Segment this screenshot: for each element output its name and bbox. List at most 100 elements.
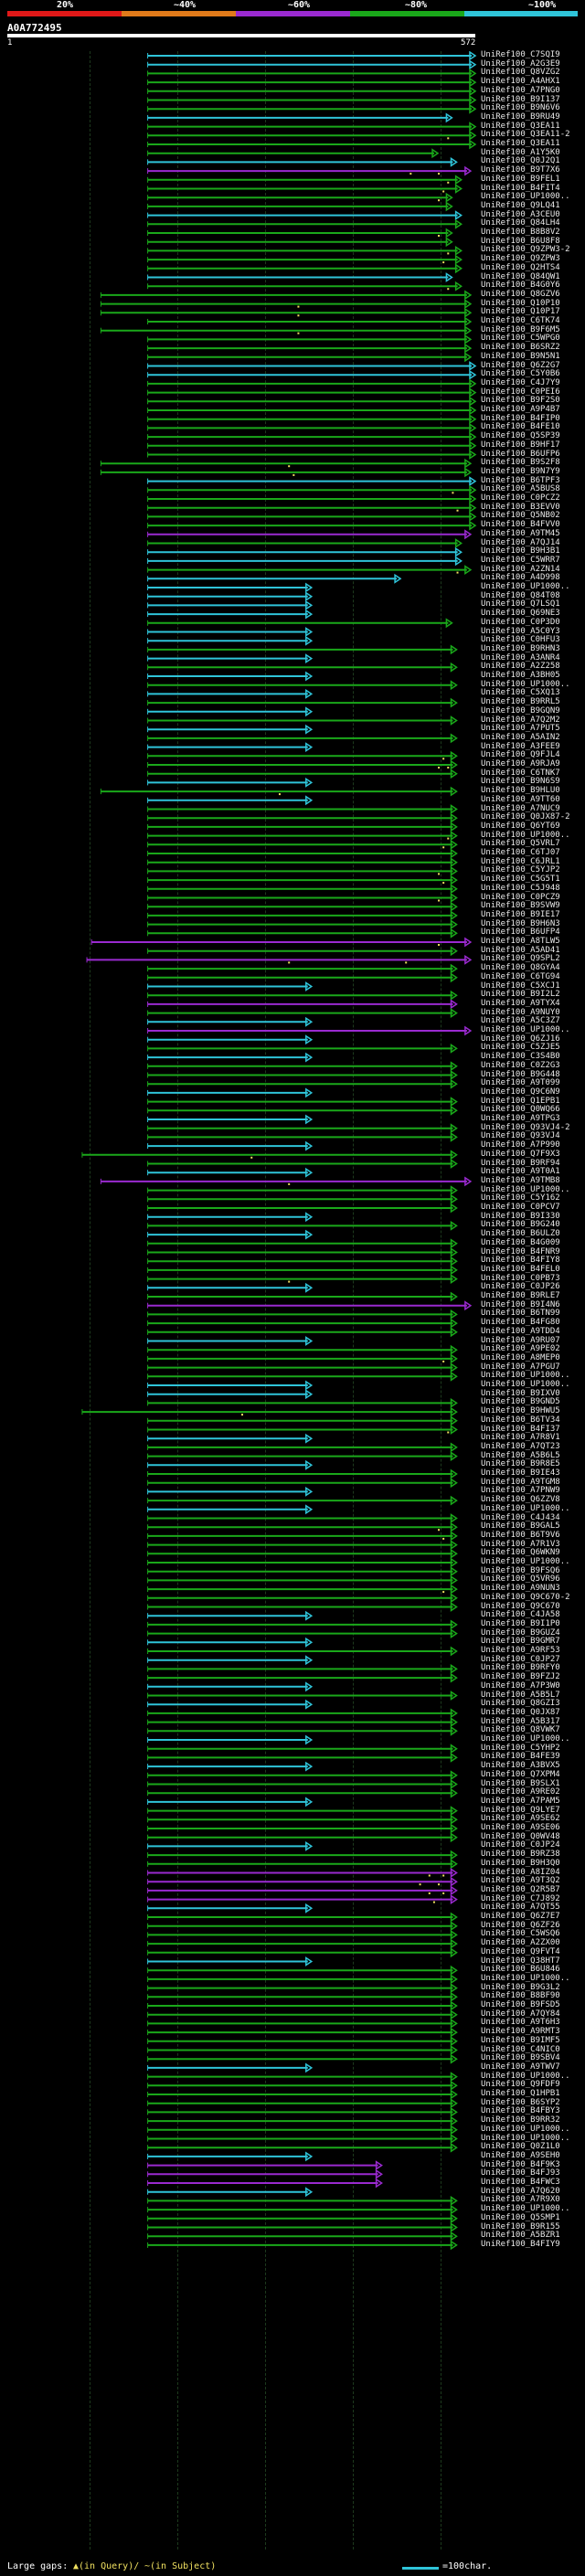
hit-row[interactable]: [147, 1025, 473, 1036]
hit-row[interactable]: [147, 1734, 314, 1745]
hit-label[interactable]: UniRef100_A7P3W0: [481, 1680, 560, 1691]
hit-label[interactable]: UniRef100_Q6ZJ16: [481, 1034, 560, 1044]
hit-label[interactable]: UniRef100_Q0WV48: [481, 1831, 560, 1841]
hit-row[interactable]: [147, 1540, 458, 1551]
hit-row[interactable]: [147, 2168, 383, 2179]
hit-row[interactable]: [147, 1663, 458, 1674]
hit-label[interactable]: UniRef100_B6TPF3: [481, 475, 560, 485]
hit-row[interactable]: [147, 1708, 458, 1719]
hit-row[interactable]: [147, 450, 477, 460]
hit-label[interactable]: UniRef100_A3BVX5: [481, 1761, 560, 1771]
hit-label[interactable]: UniRef100_Q10P10: [481, 298, 560, 308]
hit-row[interactable]: [147, 750, 458, 761]
hit-row[interactable]: [147, 1274, 458, 1285]
hit-row[interactable]: [147, 1282, 314, 1293]
hit-label[interactable]: UniRef100_B9SBV4: [481, 2053, 560, 2063]
hit-row[interactable]: [147, 2072, 458, 2083]
hit-label[interactable]: UniRef100_Q8VWK7: [481, 1725, 560, 1735]
hit-row[interactable]: [147, 1761, 314, 1772]
hit-label[interactable]: UniRef100_C4J434: [481, 1512, 560, 1522]
hit-row[interactable]: [147, 2231, 458, 2242]
hit-row[interactable]: [147, 893, 458, 903]
hit-label[interactable]: UniRef100_C0PEI6: [481, 387, 560, 397]
hit-row[interactable]: [147, 2098, 458, 2109]
hit-row[interactable]: [147, 1602, 458, 1612]
hit-label[interactable]: UniRef100_Q7F9X3: [481, 1149, 560, 1159]
hit-row[interactable]: [147, 1566, 458, 1577]
hit-label[interactable]: UniRef100_B9RR32: [481, 2115, 560, 2125]
hit-row[interactable]: [147, 1123, 458, 1134]
hit-row[interactable]: [147, 963, 458, 974]
hit-label[interactable]: UniRef100_UP1000..: [481, 1734, 570, 1744]
hit-row[interactable]: [147, 1167, 314, 1178]
hit-row[interactable]: [100, 786, 458, 797]
hit-row[interactable]: [147, 769, 458, 779]
hit-label[interactable]: UniRef100_Q0J2Q1: [481, 156, 560, 166]
hit-label[interactable]: UniRef100_B4FIY8: [481, 1256, 560, 1266]
hit-label[interactable]: UniRef100_UP1000..: [481, 1503, 570, 1513]
hit-row[interactable]: [147, 1097, 458, 1108]
hit-label[interactable]: UniRef100_Q6WKN9: [481, 1548, 560, 1558]
hit-label[interactable]: UniRef100_Q0JX87-2: [481, 812, 570, 822]
hit-row[interactable]: [147, 387, 477, 398]
hit-label[interactable]: UniRef100_Q9C670-2: [481, 1592, 570, 1602]
hit-row[interactable]: [147, 352, 473, 363]
hit-label[interactable]: UniRef100_A5B6L5: [481, 1450, 560, 1460]
hit-label[interactable]: UniRef100_C5WRR7: [481, 555, 560, 565]
hit-label[interactable]: UniRef100_A9RMT3: [481, 2027, 560, 2037]
hit-label[interactable]: UniRef100_B4F9K3: [481, 2159, 560, 2169]
hit-row[interactable]: [147, 175, 463, 186]
hit-label[interactable]: UniRef100_B4FIY9: [481, 2239, 560, 2249]
hit-row[interactable]: [147, 1336, 314, 1346]
hit-row[interactable]: [147, 1397, 458, 1408]
hit-row[interactable]: [147, 627, 314, 637]
hit-label[interactable]: UniRef100_B4G009: [481, 1237, 560, 1247]
hit-label[interactable]: UniRef100_Q8GYA4: [481, 963, 560, 973]
hit-row[interactable]: [147, 1779, 458, 1789]
hit-label[interactable]: UniRef100_A1Y5K0: [481, 147, 560, 157]
hit-label[interactable]: UniRef100_A5AD41: [481, 945, 560, 955]
hit-row[interactable]: [147, 1593, 458, 1604]
hit-label[interactable]: UniRef100_C4JA58: [481, 1610, 560, 1620]
hit-row[interactable]: [147, 618, 453, 629]
hit-row[interactable]: [147, 706, 314, 717]
hit-label[interactable]: UniRef100_A8IZ04: [481, 1867, 560, 1877]
hit-row[interactable]: [147, 254, 463, 265]
hit-row[interactable]: [147, 671, 314, 682]
hit-label[interactable]: UniRef100_Q7LSQ1: [481, 599, 560, 610]
hit-row[interactable]: [147, 2160, 383, 2171]
hit-label[interactable]: UniRef100_A5AIN2: [481, 732, 560, 742]
hit-label[interactable]: UniRef100_UP1000..: [481, 1973, 570, 1983]
hit-label[interactable]: UniRef100_B9H3Q0: [481, 1858, 560, 1868]
hit-label[interactable]: UniRef100_A9P4B7: [481, 405, 560, 414]
hit-row[interactable]: [147, 396, 477, 407]
hit-row[interactable]: [147, 759, 458, 770]
hit-row[interactable]: [147, 503, 477, 514]
hit-row[interactable]: [147, 1504, 314, 1515]
hit-label[interactable]: UniRef100_B6U8F8: [481, 236, 560, 246]
hit-row[interactable]: [147, 812, 458, 823]
hit-row[interactable]: [147, 919, 458, 930]
hit-label[interactable]: UniRef100_A9TMB8: [481, 1175, 560, 1185]
hit-label[interactable]: UniRef100_Q2HTS4: [481, 262, 560, 272]
hit-row[interactable]: [147, 1912, 458, 1923]
hit-row[interactable]: [147, 192, 453, 203]
hit-row[interactable]: [147, 1823, 458, 1834]
hit-label[interactable]: UniRef100_Q1HPB1: [481, 2089, 560, 2098]
hit-label[interactable]: UniRef100_C0JP26: [481, 1282, 560, 1292]
hit-label[interactable]: UniRef100_B9RF94: [481, 1158, 560, 1168]
hit-row[interactable]: [147, 857, 458, 868]
hit-row[interactable]: [147, 1814, 458, 1825]
hit-row[interactable]: [147, 635, 314, 646]
hit-row[interactable]: [147, 86, 477, 97]
hit-label[interactable]: UniRef100_C0JP27: [481, 1654, 560, 1664]
hit-row[interactable]: [86, 954, 473, 965]
hit-label[interactable]: UniRef100_A7P990: [481, 1140, 560, 1150]
hit-row[interactable]: [147, 599, 314, 610]
hit-row[interactable]: [147, 1433, 314, 1444]
hit-label[interactable]: UniRef100_B9GMR7: [481, 1637, 560, 1647]
hit-label[interactable]: UniRef100_A9T0A1: [481, 1167, 560, 1177]
hit-row[interactable]: [147, 1903, 314, 1913]
hit-label[interactable]: UniRef100_Q10P17: [481, 307, 560, 317]
hit-row[interactable]: [147, 2142, 458, 2153]
